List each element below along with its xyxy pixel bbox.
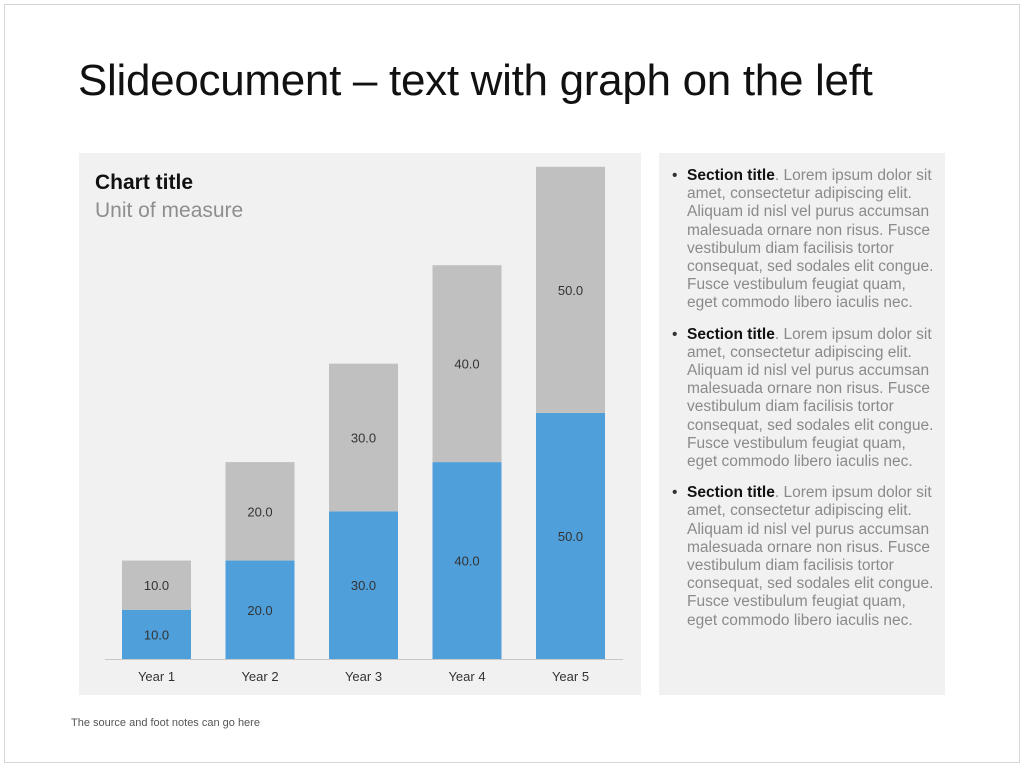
bar-segment-upper (225, 462, 295, 561)
bullet-list: Section title. Lorem ipsum dolor sit ame… (659, 153, 945, 630)
data-label: 30.0 (351, 578, 376, 593)
data-label: 40.0 (454, 357, 479, 372)
slide-title: Slideocument – text with graph on the le… (78, 56, 873, 105)
x-tick-label: Year 4 (448, 669, 485, 684)
x-tick-label: Year 5 (552, 669, 589, 684)
chart-unit-of-measure: Unit of measure (95, 199, 244, 222)
chart-title: Chart title (95, 171, 194, 194)
bar-segment-lower (225, 560, 295, 659)
bar-segment-lower (329, 511, 398, 659)
bullet-item: Section title. Lorem ipsum dolor sit ame… (672, 484, 937, 630)
x-tick-label: Year 2 (241, 669, 278, 684)
bullet-heading: Section title (687, 484, 775, 502)
bullet-item: Section title. Lorem ipsum dolor sit ame… (672, 167, 937, 313)
chart-panel: 10.0 10.0 Year 1 20.0 20.0 Year 2 30.0 30.0 Year… (79, 153, 641, 695)
bullet-body: . Lorem ipsum dolor sit amet, consectetu… (687, 325, 934, 471)
data-label: 10.0 (144, 627, 169, 642)
bar-segment-lower (432, 462, 502, 659)
x-tick-label: Year 1 (138, 669, 175, 684)
bullet-heading: Section title (687, 167, 775, 184)
data-label: 50.0 (558, 529, 583, 544)
bullet-body: . Lorem ipsum dolor sit amet, consectetu… (687, 167, 934, 312)
x-tick-label: Year 3 (345, 669, 382, 684)
footnote: The source and foot notes can go here (71, 717, 260, 729)
bar-segment-lower (536, 412, 605, 659)
bar-segment-upper (122, 560, 191, 610)
data-label: 20.0 (247, 504, 272, 519)
bullet-body: . Lorem ipsum dolor sit amet, consectetu… (687, 484, 934, 629)
bar-chart: 10.0 10.0 Year 1 20.0 20.0 Year 2 30.0 30.0 Year… (105, 166, 623, 684)
bar-segment-upper (329, 363, 398, 512)
bullet-heading: Section title (687, 325, 775, 343)
data-label: 50.0 (558, 283, 583, 298)
bullet-item: Section title. Lorem ipsum dolor sit ame… (672, 325, 937, 472)
text-panel: Section title. Lorem ipsum dolor sit ame… (659, 153, 945, 695)
data-label: 20.0 (247, 603, 272, 618)
data-label: 40.0 (454, 554, 479, 569)
bar-segment-lower (122, 609, 191, 659)
data-label: 10.0 (144, 578, 169, 593)
bar-segment-upper (432, 265, 502, 463)
bar-segment-upper (536, 166, 605, 413)
data-label: 30.0 (351, 430, 376, 445)
